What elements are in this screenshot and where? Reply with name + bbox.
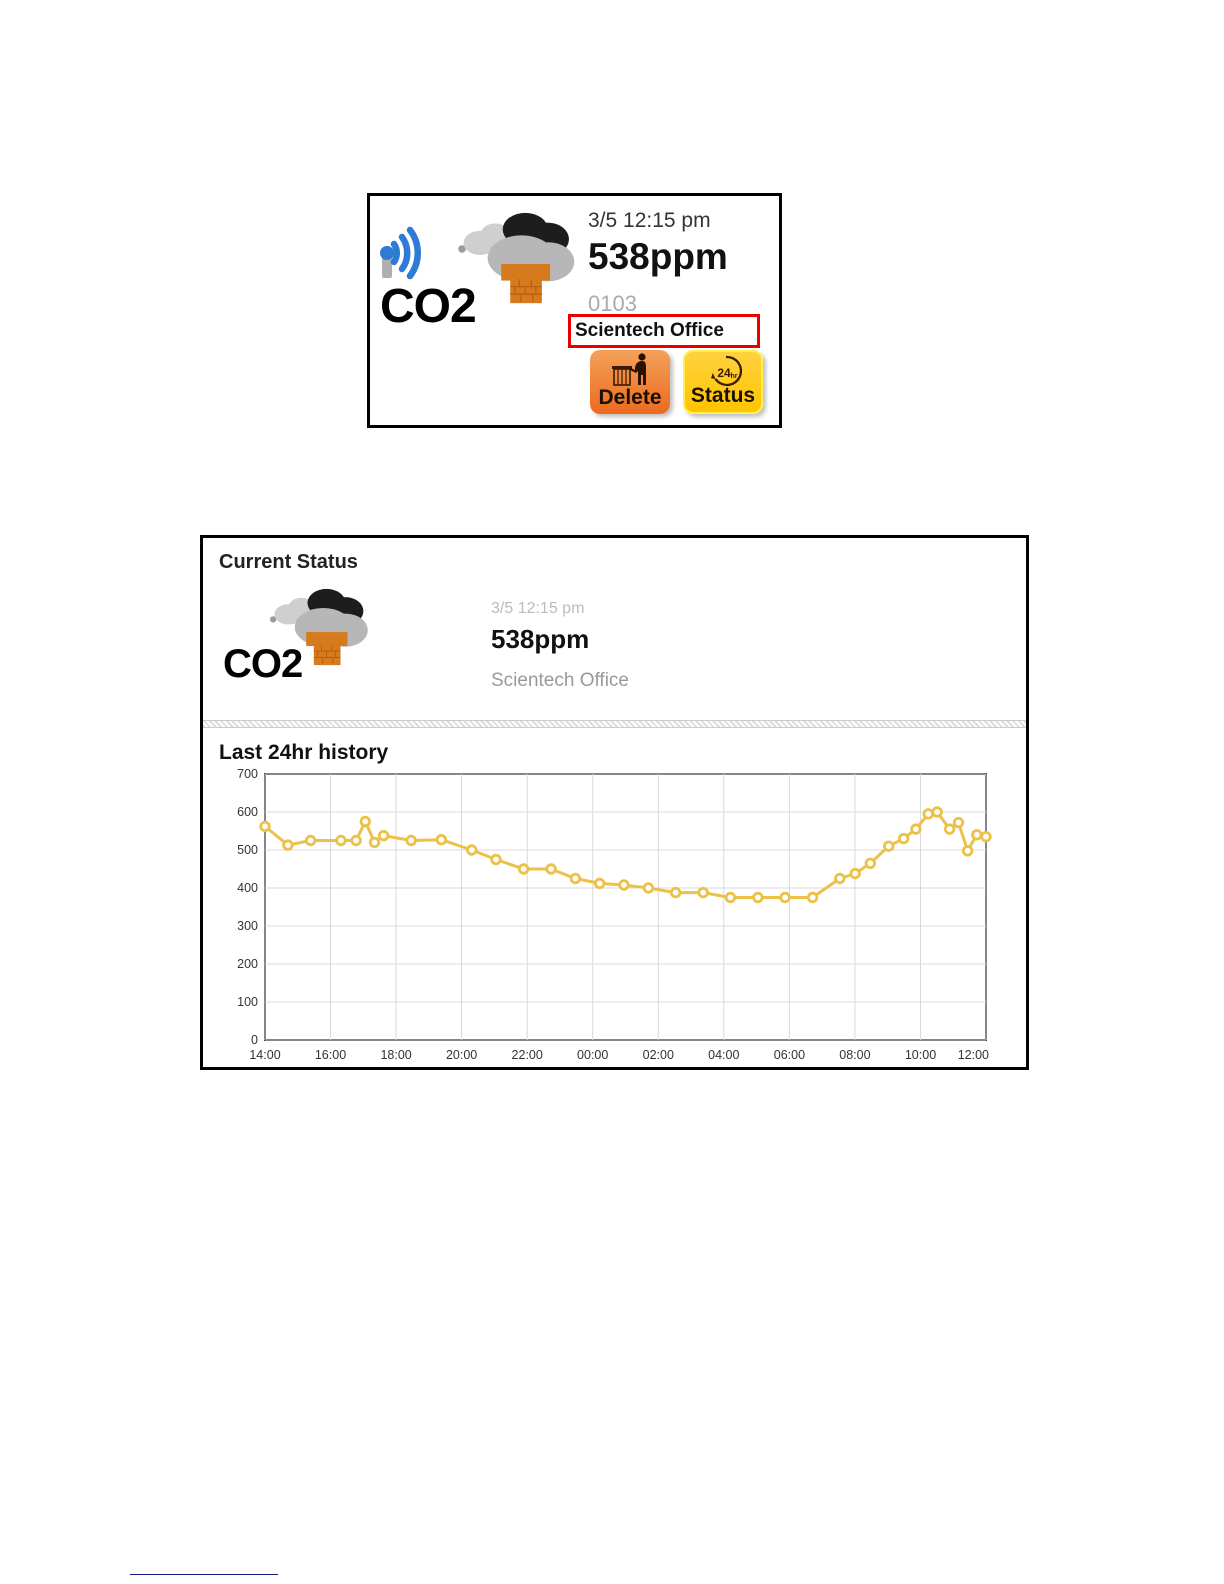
svg-text:22:00: 22:00 <box>512 1048 543 1062</box>
svg-text:14:00: 14:00 <box>249 1048 280 1062</box>
svg-text:06:00: 06:00 <box>774 1048 805 1062</box>
svg-text:12:00: 12:00 <box>958 1048 989 1062</box>
svg-text:10:00: 10:00 <box>905 1048 936 1062</box>
svg-text:700: 700 <box>237 767 258 781</box>
svg-text:hr: hr <box>731 373 738 380</box>
svg-text:0: 0 <box>251 1033 258 1047</box>
svg-text:600: 600 <box>237 805 258 819</box>
svg-text:00:00: 00:00 <box>577 1048 608 1062</box>
svg-text:02:00: 02:00 <box>643 1048 674 1062</box>
svg-text:20:00: 20:00 <box>446 1048 477 1062</box>
svg-text:400: 400 <box>237 881 258 895</box>
svg-text:200: 200 <box>237 957 258 971</box>
svg-text:16:00: 16:00 <box>315 1048 346 1062</box>
svg-text:08:00: 08:00 <box>839 1048 870 1062</box>
svg-text:04:00: 04:00 <box>708 1048 739 1062</box>
svg-text:18:00: 18:00 <box>380 1048 411 1062</box>
svg-text:100: 100 <box>237 995 258 1009</box>
svg-text:300: 300 <box>237 919 258 933</box>
svg-text:24: 24 <box>717 366 731 380</box>
svg-text:500: 500 <box>237 843 258 857</box>
